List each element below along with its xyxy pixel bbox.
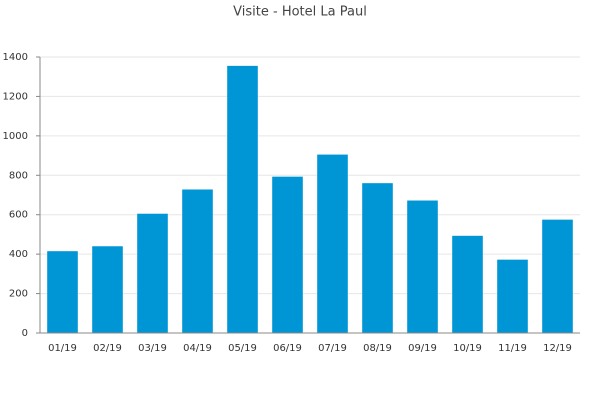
x-tick-label: 02/19 [93, 343, 122, 354]
bar [137, 213, 168, 333]
y-tick-label: 600 [9, 210, 28, 221]
bar [272, 176, 303, 333]
bar [407, 200, 438, 333]
y-tick-label: 800 [9, 170, 28, 181]
y-tick-label: 0 [22, 328, 28, 339]
x-tick-label: 12/19 [543, 343, 572, 354]
x-tick-label: 07/19 [318, 343, 347, 354]
x-tick-label: 01/19 [48, 343, 77, 354]
y-tick-label: 1400 [3, 52, 28, 63]
bar [452, 235, 483, 333]
bar [47, 251, 78, 333]
bar [317, 154, 348, 333]
x-tick-label: 06/19 [273, 343, 302, 354]
y-tick-label: 1000 [3, 131, 28, 142]
x-tick-label: 08/19 [363, 343, 392, 354]
x-tick-label: 04/19 [183, 343, 212, 354]
x-tick-label: 03/19 [138, 343, 167, 354]
bar [182, 189, 213, 333]
chart-title: Visite - Hotel La Paul [233, 5, 367, 20]
x-tick-label: 09/19 [408, 343, 437, 354]
bar [542, 219, 573, 333]
bar [497, 259, 528, 333]
x-tick-label: 11/19 [498, 343, 527, 354]
bar [362, 183, 393, 333]
y-tick-label: 200 [9, 289, 28, 300]
y-tick-label: 1200 [3, 91, 28, 102]
y-tick-label: 400 [9, 249, 28, 260]
x-tick-label: 10/19 [453, 343, 482, 354]
bar [227, 65, 258, 333]
bar [92, 246, 123, 333]
x-tick-label: 05/19 [228, 343, 257, 354]
